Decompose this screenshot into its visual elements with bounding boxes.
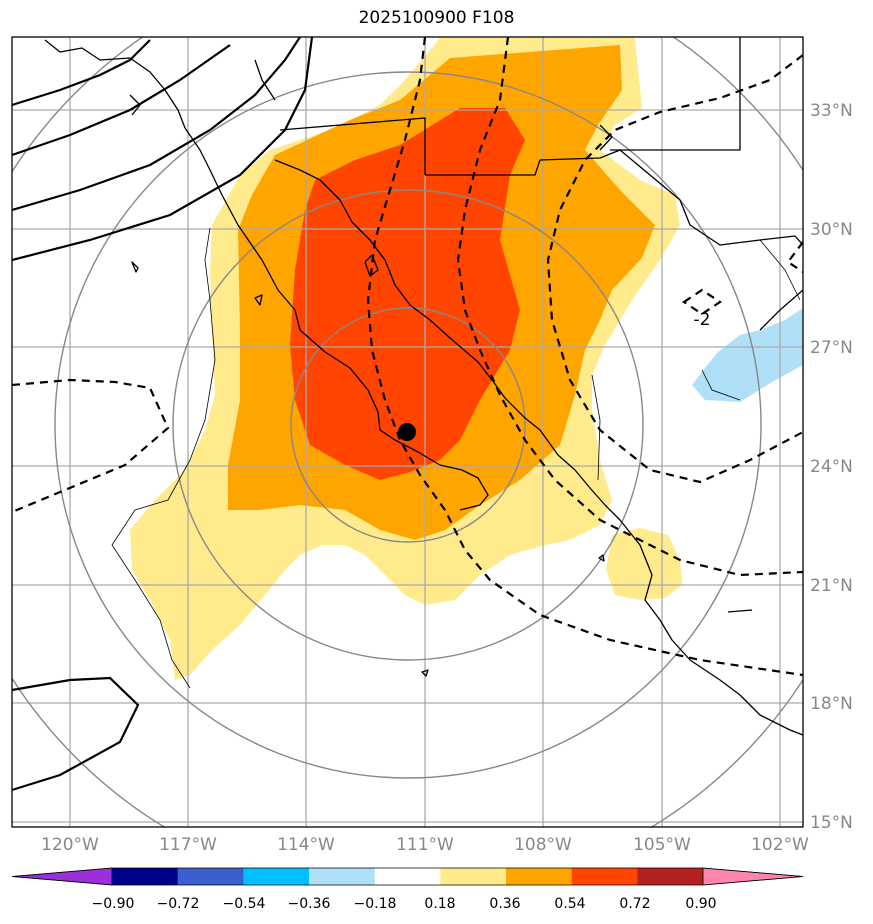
lon-labels: 120°W 117°W 114°W 111°W 108°W 105°W 102°… xyxy=(41,835,809,855)
colorbar-tick-label: −0.18 xyxy=(354,896,397,912)
lon-label: 117°W xyxy=(159,835,217,855)
map-frame xyxy=(11,36,804,828)
colorbar-segment xyxy=(374,868,441,885)
shade-lightblue xyxy=(692,308,803,402)
colorbar-segment xyxy=(440,868,507,885)
colorbar-ticks: −0.90 −0.72 −0.54 −0.36 −0.18 0.18 0.36 … xyxy=(92,896,717,912)
lat-labels: 33°N 30°N 27°N 24°N 21°N 18°N 15°N xyxy=(810,101,853,833)
colorbar-outline xyxy=(11,867,804,886)
lat-label: 27°N xyxy=(810,338,853,358)
lat-label: 30°N xyxy=(810,220,853,240)
colorbar-segment xyxy=(637,868,704,885)
contour-label: -2 xyxy=(694,310,711,330)
map-area xyxy=(12,37,803,827)
lat-label: 24°N xyxy=(810,457,853,477)
colorbar-tick-label: −0.90 xyxy=(92,896,135,912)
colorbar-segment xyxy=(243,868,310,885)
lat-label: 21°N xyxy=(810,576,853,596)
lon-label: 105°W xyxy=(633,835,691,855)
contours-dashed xyxy=(12,37,803,677)
colorbar-tick-label: 0.90 xyxy=(685,896,716,912)
colorbar-segment xyxy=(309,868,376,885)
lat-label: 18°N xyxy=(810,694,853,714)
colorbar-tick-label: 0.36 xyxy=(489,896,520,912)
lat-label: 15°N xyxy=(810,813,853,833)
range-rings xyxy=(12,37,803,827)
colorbar-tick-label: 0.18 xyxy=(424,896,455,912)
lon-label: 102°W xyxy=(751,835,809,855)
colorbar-segment xyxy=(112,868,179,885)
lon-label: 108°W xyxy=(514,835,572,855)
storm-center-marker xyxy=(398,423,416,441)
contours-solid xyxy=(12,37,314,792)
colorbar-segment xyxy=(571,868,638,885)
colorbar-segment xyxy=(506,868,573,885)
colorbar-tick-label: −0.54 xyxy=(223,896,266,912)
lon-label: 114°W xyxy=(277,835,335,855)
colorbar-extend-low xyxy=(11,867,113,886)
map-title: 2025100900 F108 xyxy=(358,8,515,28)
colorbar-tick-label: 0.72 xyxy=(619,896,650,912)
colorbar-tick-label: −0.36 xyxy=(288,896,331,912)
colorbar-tick-label: −0.72 xyxy=(157,896,200,912)
lon-label: 120°W xyxy=(41,835,99,855)
interior-borders xyxy=(111,227,801,689)
lat-label: 33°N xyxy=(810,101,853,121)
colorbar-extend-high xyxy=(702,867,804,886)
colorbar-tick-label: 0.54 xyxy=(554,896,585,912)
coastlines xyxy=(44,37,803,736)
lon-label: 111°W xyxy=(396,835,454,855)
shade-yellow-east xyxy=(606,528,682,600)
colorbar xyxy=(11,867,804,886)
colorbar-segment xyxy=(177,868,244,885)
